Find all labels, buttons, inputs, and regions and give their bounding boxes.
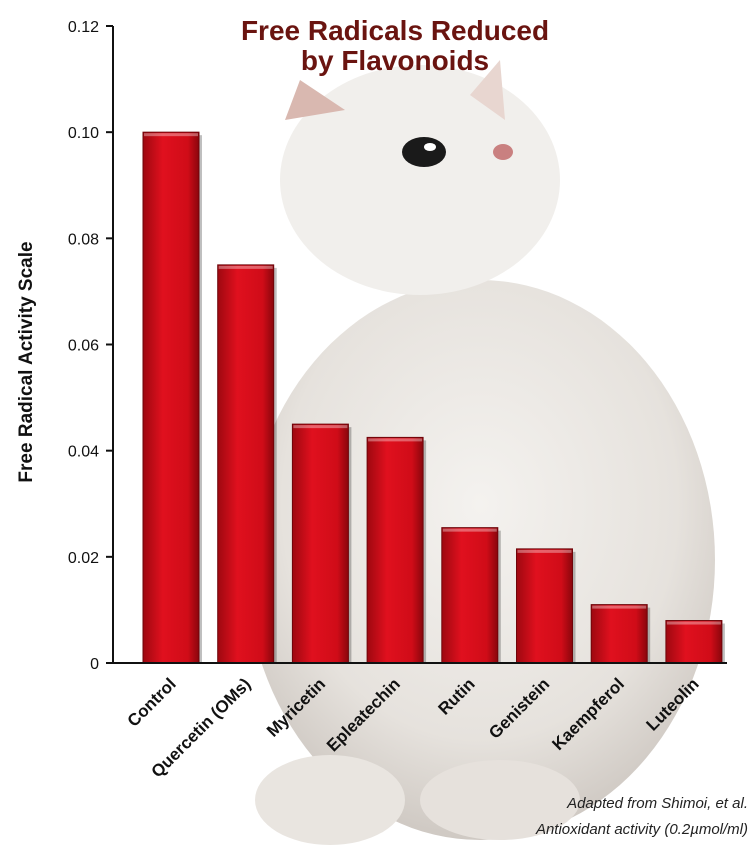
x-tick-label: Control [124, 674, 180, 730]
y-axis-ticks: 0 0.02 0.04 0.06 0.08 0.10 0.12 [68, 19, 113, 673]
y-tick-label: 0.08 [68, 231, 99, 248]
bar-highlight [442, 528, 497, 532]
y-tick-label: 0 [90, 656, 99, 673]
bar [516, 548, 573, 664]
bar-highlight [666, 621, 721, 625]
chart-title-line-2: by Flavonoids [301, 45, 489, 76]
bar-highlight [368, 438, 423, 442]
bar [291, 423, 349, 664]
y-tick-label: 0.12 [68, 19, 99, 36]
bar [441, 527, 499, 664]
bars [142, 131, 725, 664]
y-axis-label: Free Radical Activity Scale [16, 241, 37, 482]
bar-highlight [144, 133, 198, 137]
bar [366, 436, 424, 664]
bar [665, 620, 723, 664]
y-tick-label: 0.04 [68, 444, 99, 461]
y-tick-label: 0.02 [68, 550, 99, 567]
source-line-1: Adapted from Shimoi, et al. [566, 795, 748, 812]
bar-highlight [218, 265, 273, 269]
bar-highlight [517, 549, 572, 553]
bar [142, 131, 200, 664]
bar-highlight [592, 605, 647, 609]
y-tick-label: 0.10 [68, 125, 99, 142]
y-tick-label: 0.06 [68, 338, 99, 355]
source-line-2: Antioxidant activity (0.2µmol/ml) [535, 821, 748, 838]
bar-highlight [293, 425, 348, 429]
axes [112, 26, 727, 664]
chart-title-line-1: Free Radicals Reduced [241, 15, 549, 46]
bar [590, 604, 648, 664]
bar [217, 264, 275, 664]
